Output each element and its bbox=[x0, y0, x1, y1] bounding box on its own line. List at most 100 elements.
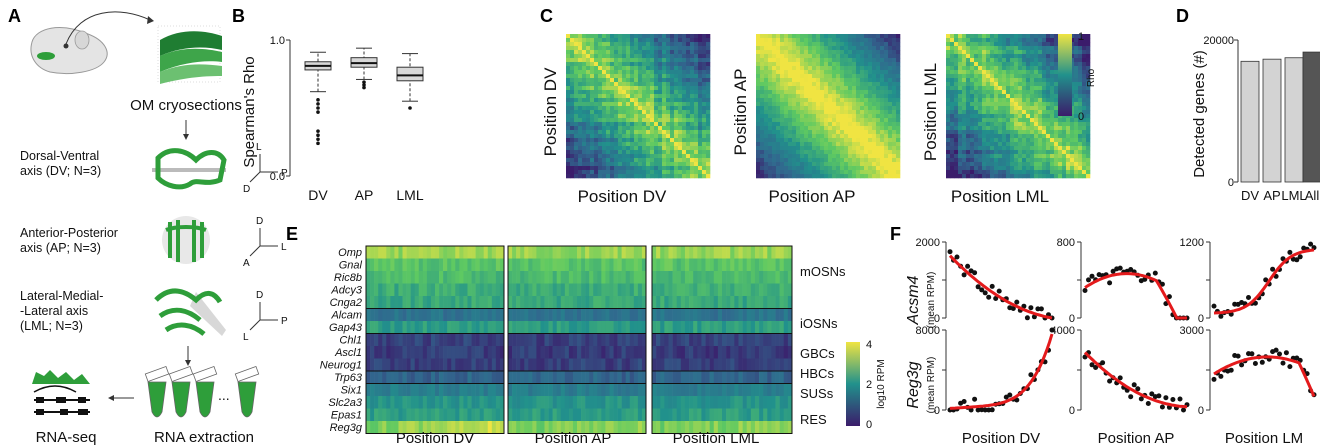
c-cell bbox=[614, 170, 619, 175]
e-cell bbox=[617, 408, 622, 422]
c-cell bbox=[650, 118, 655, 123]
c-cell bbox=[670, 114, 675, 119]
c-cell bbox=[808, 126, 813, 131]
c-cell bbox=[950, 150, 955, 155]
e-cell bbox=[633, 371, 639, 384]
e-cell bbox=[366, 358, 371, 372]
c-cell bbox=[654, 126, 659, 131]
c-cell bbox=[658, 118, 663, 123]
c-cell bbox=[836, 50, 841, 55]
c-cell bbox=[800, 142, 805, 147]
c-cell bbox=[670, 174, 675, 179]
c-cell bbox=[594, 102, 599, 107]
c-cell bbox=[670, 62, 675, 67]
e-cell bbox=[430, 346, 436, 359]
c-cell bbox=[836, 82, 841, 87]
c-cell bbox=[880, 142, 885, 147]
e-cell bbox=[593, 383, 598, 397]
c-cell bbox=[776, 170, 781, 175]
c-cell bbox=[1050, 46, 1055, 51]
c-cell bbox=[792, 82, 797, 87]
c-cell bbox=[578, 174, 583, 179]
c-cell bbox=[1078, 38, 1083, 43]
e-cell bbox=[451, 321, 456, 334]
c-cell bbox=[618, 58, 623, 63]
c-cell bbox=[896, 166, 901, 171]
c-cell bbox=[792, 170, 797, 175]
c-cell bbox=[1082, 46, 1087, 51]
c-cell bbox=[602, 142, 607, 147]
e-cell bbox=[382, 258, 387, 272]
e-cell bbox=[422, 296, 428, 309]
c-cell bbox=[872, 150, 877, 155]
c-cell bbox=[792, 166, 797, 171]
c-cell bbox=[1066, 154, 1071, 159]
c-cell bbox=[1074, 130, 1079, 135]
c-cell bbox=[594, 110, 599, 115]
c-cell bbox=[574, 70, 579, 75]
e-cell bbox=[605, 321, 610, 334]
c-cell bbox=[698, 118, 703, 123]
e-cell bbox=[491, 408, 497, 422]
d-ytick-0: 0 bbox=[1228, 177, 1234, 189]
c-cell bbox=[970, 102, 975, 107]
c-cell bbox=[618, 174, 623, 179]
c-cell bbox=[868, 126, 873, 131]
c-cell bbox=[828, 158, 833, 163]
e-cell bbox=[471, 296, 476, 309]
c-cell bbox=[954, 142, 959, 147]
c-cell bbox=[958, 122, 963, 127]
c-cell bbox=[860, 50, 865, 55]
c-cell bbox=[990, 166, 995, 171]
e-cell bbox=[374, 321, 379, 334]
e-cell bbox=[418, 383, 424, 397]
e-cell bbox=[589, 246, 594, 259]
e-cell bbox=[572, 408, 578, 422]
c-cell bbox=[876, 62, 881, 67]
c-cell bbox=[698, 134, 703, 139]
c-cell bbox=[892, 138, 897, 143]
e-cell bbox=[491, 271, 497, 284]
e-cell bbox=[382, 308, 387, 322]
c-cell bbox=[634, 74, 639, 79]
c-cell bbox=[582, 146, 587, 151]
dv-coordinate-axes: L D P bbox=[243, 142, 288, 195]
c-cell bbox=[1026, 158, 1031, 163]
c-cell bbox=[578, 62, 583, 67]
c-cell bbox=[958, 130, 963, 135]
e-cell bbox=[447, 383, 452, 397]
c-cell bbox=[958, 170, 963, 175]
c-cell bbox=[626, 134, 631, 139]
c-cell bbox=[1034, 150, 1039, 155]
c-cell bbox=[1034, 94, 1039, 99]
c-cell bbox=[610, 162, 615, 167]
e-cell bbox=[459, 283, 464, 297]
c-cell bbox=[1070, 66, 1075, 71]
c-cell bbox=[844, 102, 849, 107]
e-cell bbox=[422, 258, 428, 272]
e-cell bbox=[435, 246, 440, 259]
c-cell bbox=[650, 62, 655, 67]
c-cell bbox=[682, 54, 687, 59]
c-cell bbox=[982, 162, 987, 167]
c-cell bbox=[650, 174, 655, 179]
c-cell bbox=[650, 74, 655, 79]
c-cell bbox=[844, 130, 849, 135]
c-cell bbox=[622, 154, 627, 159]
c-cell bbox=[1034, 38, 1039, 43]
c-cell bbox=[772, 82, 777, 87]
c-cell bbox=[1022, 130, 1027, 135]
c-cell bbox=[594, 130, 599, 135]
c-cell bbox=[764, 102, 769, 107]
e-cell bbox=[637, 358, 643, 372]
e-cell bbox=[520, 396, 525, 409]
c-cell bbox=[962, 162, 967, 167]
c-cell bbox=[1034, 138, 1039, 143]
e-cell bbox=[629, 383, 635, 397]
e-cell bbox=[410, 283, 416, 297]
c-cell bbox=[872, 70, 877, 75]
c-cell bbox=[768, 42, 773, 47]
c-cell bbox=[574, 162, 579, 167]
c-cell bbox=[694, 74, 699, 79]
c-cell bbox=[582, 82, 587, 87]
